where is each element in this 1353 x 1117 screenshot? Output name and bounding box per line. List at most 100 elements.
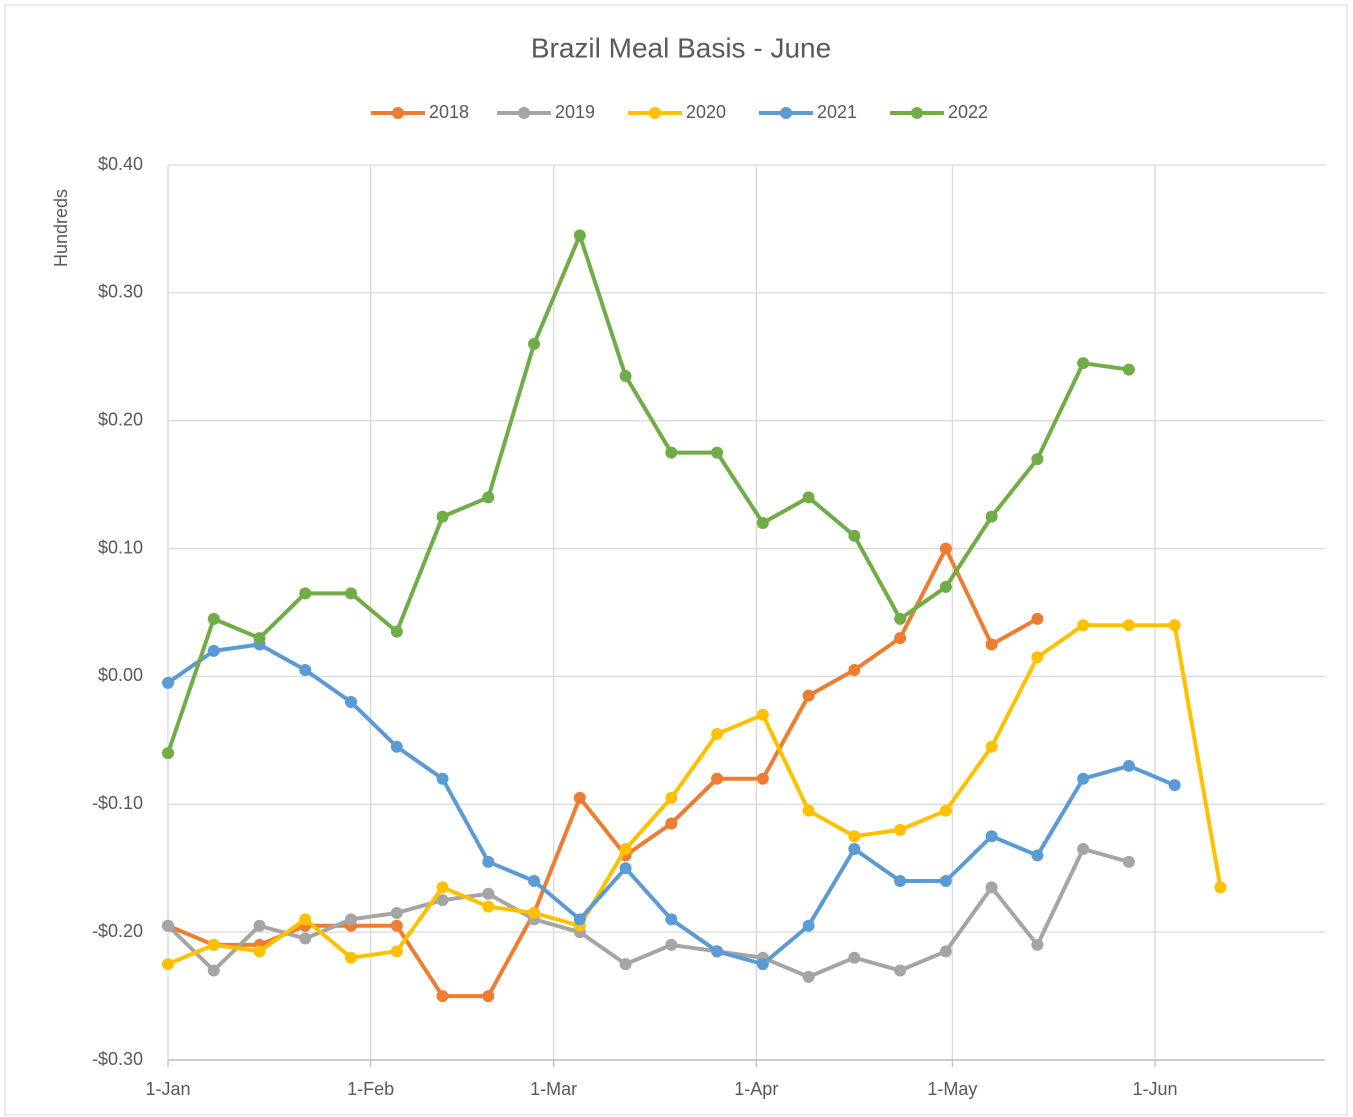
- data-point: [1122, 759, 1135, 772]
- data-point: [939, 875, 952, 887]
- data-point: [528, 338, 541, 350]
- data-point: [299, 587, 312, 600]
- y-tick-label: $0.20: [98, 409, 143, 429]
- data-point: [848, 951, 861, 964]
- data-point: [939, 542, 952, 555]
- data-point: [390, 945, 403, 958]
- data-point: [253, 945, 266, 958]
- legend-marker: [780, 107, 792, 119]
- data-point: [665, 913, 678, 926]
- data-point: [665, 938, 678, 951]
- data-point: [345, 587, 358, 600]
- data-point: [756, 517, 769, 529]
- y-tick-label: $0.00: [98, 665, 143, 685]
- data-point: [207, 964, 220, 977]
- legend-marker: [392, 107, 404, 119]
- data-point: [985, 510, 998, 523]
- data-point: [711, 945, 724, 958]
- data-point: [207, 644, 220, 657]
- chart-border: [4, 4, 1348, 1116]
- data-point: [299, 932, 312, 945]
- data-point: [711, 446, 724, 459]
- data-point: [1077, 843, 1090, 856]
- data-point: [345, 696, 358, 708]
- x-tick-label: 1-Feb: [347, 1079, 394, 1099]
- data-point: [482, 900, 495, 913]
- data-point: [436, 772, 449, 785]
- data-point: [345, 913, 358, 926]
- data-point: [436, 990, 449, 1003]
- legend-marker: [911, 107, 923, 119]
- data-point: [573, 913, 586, 926]
- data-point: [390, 906, 403, 919]
- data-point: [802, 919, 815, 932]
- data-point: [939, 804, 952, 817]
- chart-title: Brazil Meal Basis - June: [531, 32, 831, 63]
- data-point: [619, 958, 632, 971]
- data-point: [985, 638, 998, 651]
- data-point: [299, 664, 312, 677]
- data-point: [985, 740, 998, 753]
- data-point: [482, 855, 495, 868]
- legend-label: 2018: [429, 102, 469, 122]
- data-point: [894, 612, 907, 625]
- data-point: [1031, 612, 1044, 625]
- data-point: [665, 446, 678, 459]
- data-point: [1031, 938, 1044, 951]
- data-point: [802, 804, 815, 817]
- data-point: [756, 958, 769, 971]
- data-point: [162, 676, 174, 689]
- data-point: [482, 990, 495, 1003]
- legend-label: 2021: [817, 102, 857, 122]
- x-tick-label: 1-Mar: [530, 1079, 577, 1099]
- data-point: [573, 791, 586, 804]
- data-point: [848, 843, 861, 856]
- data-point: [573, 229, 586, 242]
- legend-label: 2020: [686, 102, 726, 122]
- data-point: [756, 708, 769, 721]
- data-point: [665, 817, 678, 830]
- x-tick-label: 1-May: [927, 1079, 977, 1099]
- data-point: [253, 919, 266, 932]
- data-point: [1122, 363, 1135, 376]
- legend-marker: [649, 107, 661, 119]
- data-point: [985, 881, 998, 894]
- data-point: [1077, 619, 1090, 632]
- data-point: [711, 772, 724, 785]
- data-point: [390, 625, 403, 638]
- data-point: [253, 632, 266, 645]
- y-tick-label: -$0.30: [92, 1049, 143, 1069]
- data-point: [482, 491, 495, 504]
- data-point: [939, 945, 952, 958]
- data-point: [848, 529, 861, 542]
- y-axis-label: Hundreds: [51, 189, 71, 267]
- data-point: [482, 887, 495, 900]
- y-tick-label: -$0.10: [92, 793, 143, 813]
- series-line: [166, 233, 1130, 754]
- data-point: [894, 875, 907, 887]
- data-point: [1122, 855, 1135, 868]
- series-line: [167, 623, 1223, 966]
- x-tick-label: 1-Jan: [145, 1079, 190, 1099]
- data-point: [939, 580, 952, 593]
- data-point: [345, 951, 358, 964]
- data-point: [711, 727, 724, 740]
- y-tick-label: $0.10: [98, 537, 143, 557]
- data-point: [1077, 772, 1090, 785]
- data-point: [802, 970, 815, 983]
- data-point: [207, 938, 220, 951]
- data-point: [848, 664, 861, 677]
- data-point: [436, 510, 449, 523]
- data-point: [802, 491, 815, 504]
- data-point: [1122, 619, 1135, 632]
- data-point: [436, 894, 449, 907]
- data-point: [1168, 619, 1181, 632]
- data-point: [848, 830, 861, 843]
- data-point: [162, 958, 174, 971]
- data-point: [162, 747, 174, 760]
- data-point: [528, 875, 541, 887]
- data-point: [390, 919, 403, 932]
- data-point: [390, 740, 403, 753]
- data-point: [894, 632, 907, 645]
